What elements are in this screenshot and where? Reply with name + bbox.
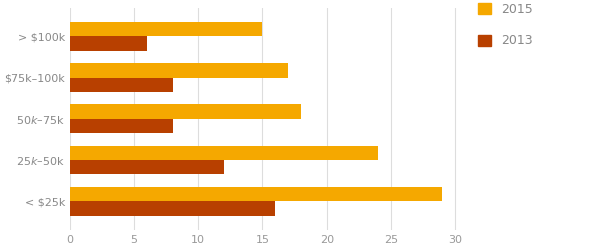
Bar bbox=[70, 187, 442, 201]
Bar bbox=[70, 104, 301, 119]
Bar bbox=[70, 77, 173, 92]
Bar bbox=[70, 160, 224, 174]
Legend: 2015, 2013: 2015, 2013 bbox=[478, 3, 532, 47]
Bar bbox=[70, 119, 173, 133]
Bar bbox=[70, 201, 275, 216]
Bar bbox=[70, 22, 262, 36]
Bar bbox=[70, 145, 378, 160]
Bar bbox=[70, 36, 147, 51]
Bar bbox=[70, 63, 288, 77]
